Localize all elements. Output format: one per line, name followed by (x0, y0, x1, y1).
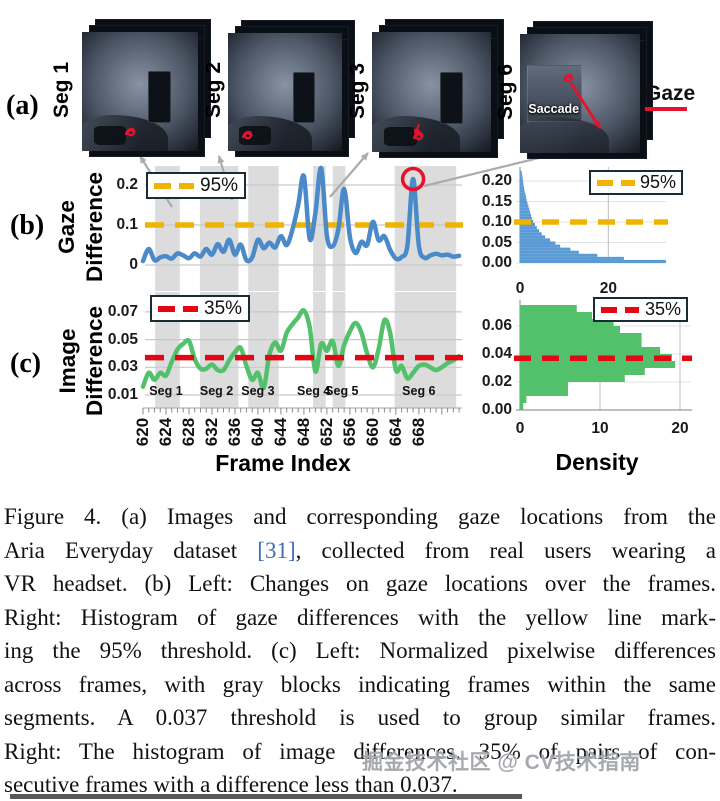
fisheye-room-photo (372, 32, 491, 152)
b-hist-ytick-label: 0.05 (481, 233, 512, 251)
seg1-image-label: Seg 1 (50, 61, 73, 119)
caption-line-4: Right: Histogram of gaze differences wit… (4, 604, 716, 630)
frame-tick-label: 632 (201, 417, 221, 447)
gaze-scribble-icon (241, 130, 253, 140)
yellow-dash-icon (597, 179, 635, 186)
caption-line-6: across frames, with gray blocks indicati… (4, 671, 716, 697)
segment-image-3 (372, 19, 504, 158)
c-hist-xtick-label: 10 (591, 420, 609, 437)
b-left-threshold-legend: 95% (146, 172, 246, 199)
frame-tick-label: 620 (133, 417, 152, 447)
c-ytick-label: 0.07 (107, 302, 138, 320)
c-hist-ytick-label: 0.00 (481, 401, 512, 418)
seg6-image-label: Seg 6 (494, 63, 517, 121)
gaze-scribble-icon (412, 123, 424, 141)
door-shape (148, 71, 171, 124)
figure-caption: Figure 4. (a) Images and corresponding g… (4, 500, 716, 801)
gaze-legend-label: Gaze (645, 82, 696, 105)
segment-image-1 (82, 19, 211, 157)
segment-band-label: Seg 5 (325, 384, 359, 398)
frame-index-axis-title: Frame Index (215, 450, 351, 476)
frame-tick-label: 652 (316, 417, 336, 447)
seg3-image-label: Seg 3 (346, 62, 369, 120)
door-shape (439, 71, 464, 124)
frame-tick-label: 640 (247, 417, 267, 447)
b-right-threshold-legend: 95% (589, 170, 683, 195)
frame-tick-label: 668 (408, 417, 428, 447)
frame-tick-label: 624 (155, 417, 175, 447)
furniture-shape (93, 126, 127, 146)
b-hist-xtick-label: 20 (599, 280, 618, 297)
frame-tick-label: 660 (362, 417, 382, 447)
segment-band-label: Seg 3 (241, 384, 275, 398)
frame-tick-label: 628 (178, 417, 198, 447)
c-hist-xtick-label: 0 (515, 420, 525, 437)
panel-b-label: (b) (10, 210, 45, 241)
b-hist-ytick-label: 0.20 (481, 172, 512, 189)
yellow-dash-icon (154, 182, 194, 189)
density-axis-title: Density (555, 449, 639, 475)
caption-line-2: Aria Everyday dataset [31], collected fr… (4, 534, 716, 568)
c-left-threshold-legend: 35% (150, 295, 250, 322)
caption-line-1: Figure 4. (a) Images and corresponding g… (4, 504, 716, 529)
panel-a-label: (a) (6, 90, 39, 121)
door-shape (292, 71, 316, 124)
watermark: 掘金技术社区 @ CV技术指南 (362, 751, 641, 774)
fisheye-room-photo: Saccade (520, 34, 640, 153)
gaze-legend-red-line (645, 107, 687, 111)
b-yaxis-title-word1: Gaze (54, 200, 79, 254)
threshold-legend-label: 95% (639, 172, 676, 192)
caption-line-5: ing the 95% threshold. (c) Left: Normali… (4, 638, 716, 663)
c-ytick-label: 0.01 (107, 386, 138, 403)
b-hist-ytick-label: 0.10 (481, 213, 512, 230)
gaze-scribble-icon (124, 127, 136, 137)
b-ytick-label: 0.2 (116, 176, 138, 193)
segment-band-label: Seg 1 (149, 384, 183, 398)
fisheye-room-photo (228, 33, 342, 151)
saccade-arrow-icon (562, 73, 602, 129)
seg2-image-label: Seg 2 (202, 61, 225, 119)
segment-band-label: Seg 2 (199, 384, 234, 398)
caption-text: , collected from real users wearing a (295, 537, 716, 563)
caption-line-8: Right: The histogram of image difference… (4, 738, 716, 764)
frame-tick-label: 636 (224, 417, 244, 447)
frame-tick-label: 664 (385, 417, 405, 447)
saccade-annotation: Saccade (528, 101, 580, 116)
b-hist-ytick-label: 0.00 (481, 254, 512, 271)
caption-line-7: segments. A 0.037 threshold is used to g… (4, 705, 716, 730)
caption-line-9: secutive frames with a difference less t… (4, 772, 458, 797)
c-yaxis-title-word1: Image (55, 328, 80, 394)
b-ytick-label: 0 (129, 256, 138, 273)
red-dash-icon (158, 305, 198, 312)
threshold-legend-label: 95% (200, 174, 239, 196)
fisheye-room-photo (82, 32, 198, 151)
threshold-legend-label: 35% (644, 299, 681, 319)
c-right-threshold-legend: 35% (593, 297, 688, 322)
c-ytick-label: 0.03 (107, 358, 138, 376)
segment-image-2 (228, 20, 355, 157)
segment-band-label: Seg 6 (402, 384, 436, 398)
shelf-shape (527, 64, 582, 122)
red-dash-icon (601, 306, 639, 313)
furniture-shape (383, 126, 418, 146)
c-hist-ytick-label: 0.04 (481, 345, 512, 362)
threshold-legend-label: 35% (204, 297, 243, 319)
c-hist-ytick-label: 0.02 (481, 373, 512, 390)
frame-tick-label: 644 (270, 417, 290, 447)
b-hist-xtick-label: 0 (515, 280, 525, 297)
c-hist-xtick-label: 20 (671, 420, 689, 437)
b-hist-ytick-label: 0.15 (481, 192, 512, 210)
citation-link[interactable]: [31] (257, 537, 296, 563)
cropped-next-text-line (10, 794, 522, 799)
segment-image-6: Saccade (520, 21, 653, 159)
frame-tick-label: 656 (339, 417, 359, 447)
b-ytick-label: 0.1 (116, 216, 138, 233)
frame-tick-label: 648 (293, 417, 313, 447)
c-hist-ytick-label: 0.06 (481, 317, 512, 334)
caption-text: Aria Everyday dataset (4, 537, 258, 563)
caption-line-3: VR headset. (b) Left: Changes on gaze lo… (4, 571, 716, 596)
c-ytick-label: 0.05 (107, 330, 138, 348)
panel-c-label: (c) (10, 348, 42, 379)
